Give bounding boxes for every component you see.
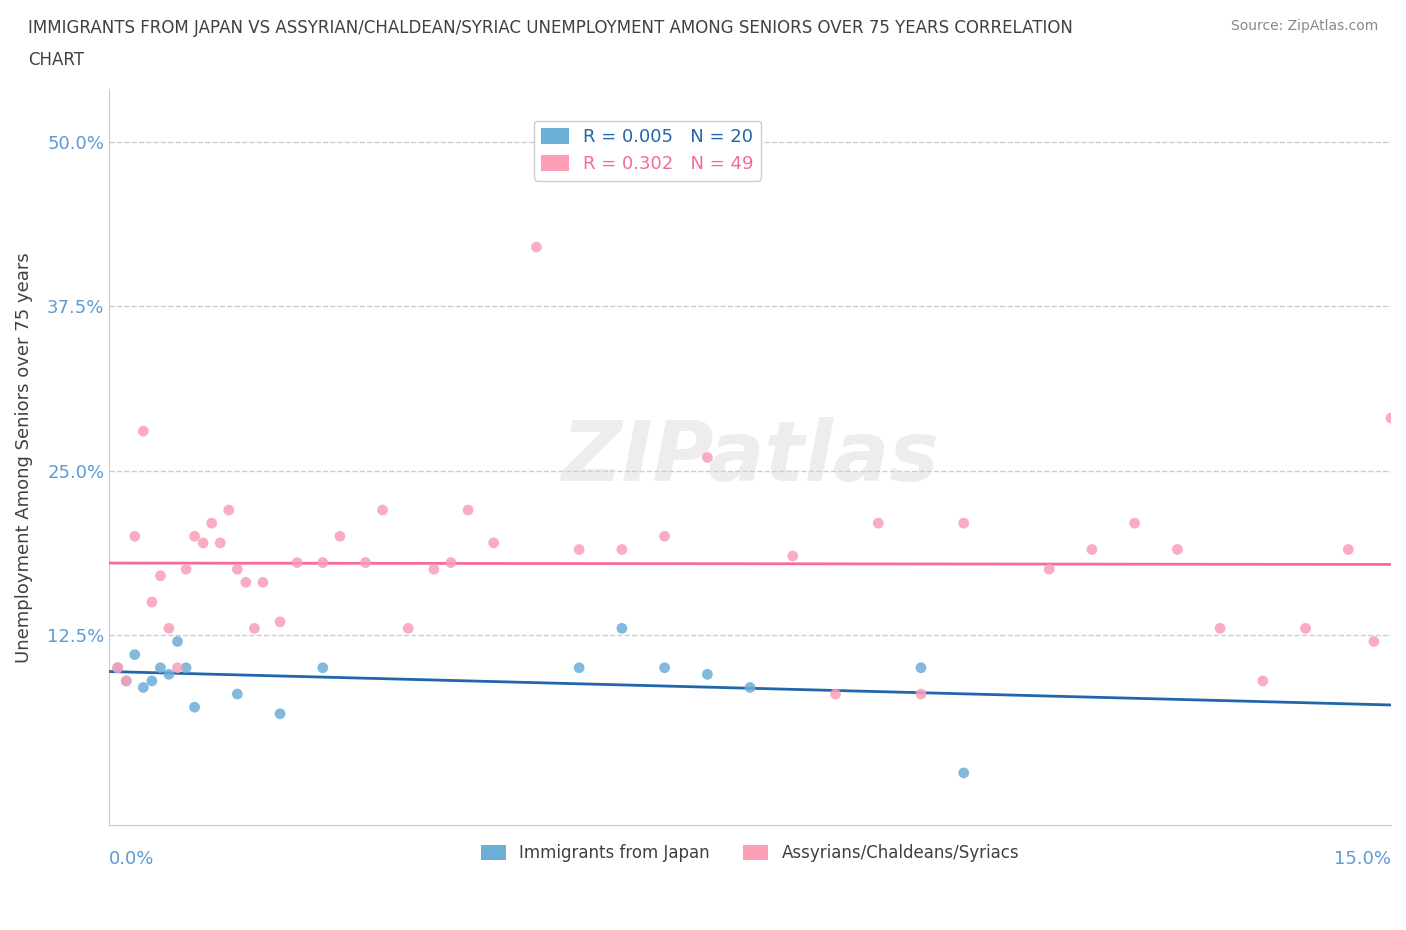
Point bbox=[132, 424, 155, 439]
Text: ZIPatlas: ZIPatlas bbox=[561, 417, 939, 498]
Point bbox=[1081, 542, 1104, 557]
Point bbox=[226, 562, 249, 577]
Point bbox=[269, 706, 291, 721]
Point bbox=[124, 647, 146, 662]
Point bbox=[174, 562, 197, 577]
Point bbox=[166, 634, 188, 649]
Point bbox=[174, 660, 197, 675]
Point bbox=[209, 536, 232, 551]
Point bbox=[149, 568, 172, 583]
Point bbox=[782, 549, 804, 564]
Point bbox=[1337, 542, 1360, 557]
Point bbox=[1038, 562, 1060, 577]
Text: CHART: CHART bbox=[28, 51, 84, 69]
Point bbox=[312, 555, 335, 570]
Point bbox=[141, 673, 163, 688]
Point bbox=[1295, 621, 1317, 636]
Point bbox=[824, 686, 846, 701]
Point bbox=[115, 673, 138, 688]
Point bbox=[457, 502, 479, 517]
Y-axis label: Unemployment Among Seniors over 75 years: Unemployment Among Seniors over 75 years bbox=[15, 252, 32, 663]
Point bbox=[1362, 634, 1385, 649]
Point bbox=[738, 680, 761, 695]
Point bbox=[568, 660, 591, 675]
Point bbox=[610, 621, 633, 636]
Point bbox=[157, 621, 180, 636]
Point bbox=[166, 660, 188, 675]
Text: 15.0%: 15.0% bbox=[1334, 851, 1391, 869]
Point bbox=[149, 660, 172, 675]
Point bbox=[141, 594, 163, 609]
Point bbox=[910, 686, 932, 701]
Point bbox=[910, 660, 932, 675]
Point bbox=[952, 516, 974, 531]
Point bbox=[423, 562, 446, 577]
Text: Source: ZipAtlas.com: Source: ZipAtlas.com bbox=[1230, 19, 1378, 33]
Point bbox=[243, 621, 266, 636]
Point bbox=[226, 686, 249, 701]
Point bbox=[696, 667, 718, 682]
Point bbox=[1379, 410, 1402, 425]
Point bbox=[235, 575, 257, 590]
Point bbox=[285, 555, 308, 570]
Point bbox=[115, 673, 138, 688]
Point bbox=[952, 765, 974, 780]
Legend: Immigrants from Japan, Assyrians/Chaldeans/Syriacs: Immigrants from Japan, Assyrians/Chaldea… bbox=[474, 837, 1026, 869]
Point bbox=[107, 660, 129, 675]
Point bbox=[654, 529, 676, 544]
Point bbox=[201, 516, 224, 531]
Point bbox=[191, 536, 214, 551]
Point bbox=[124, 529, 146, 544]
Point bbox=[440, 555, 463, 570]
Point bbox=[218, 502, 240, 517]
Point bbox=[868, 516, 890, 531]
Point bbox=[107, 660, 129, 675]
Point bbox=[1123, 516, 1146, 531]
Point bbox=[329, 529, 352, 544]
Point bbox=[1251, 673, 1274, 688]
Point bbox=[371, 502, 394, 517]
Point bbox=[312, 660, 335, 675]
Point bbox=[482, 536, 505, 551]
Point bbox=[157, 667, 180, 682]
Point bbox=[183, 699, 205, 714]
Point bbox=[354, 555, 377, 570]
Point bbox=[610, 542, 633, 557]
Point bbox=[696, 450, 718, 465]
Point bbox=[568, 542, 591, 557]
Point bbox=[1209, 621, 1232, 636]
Point bbox=[252, 575, 274, 590]
Point bbox=[526, 240, 548, 255]
Text: 0.0%: 0.0% bbox=[110, 851, 155, 869]
Text: IMMIGRANTS FROM JAPAN VS ASSYRIAN/CHALDEAN/SYRIAC UNEMPLOYMENT AMONG SENIORS OVE: IMMIGRANTS FROM JAPAN VS ASSYRIAN/CHALDE… bbox=[28, 19, 1073, 36]
Point bbox=[654, 660, 676, 675]
Point bbox=[132, 680, 155, 695]
Point bbox=[1166, 542, 1188, 557]
Point bbox=[269, 615, 291, 630]
Point bbox=[183, 529, 205, 544]
Point bbox=[396, 621, 419, 636]
